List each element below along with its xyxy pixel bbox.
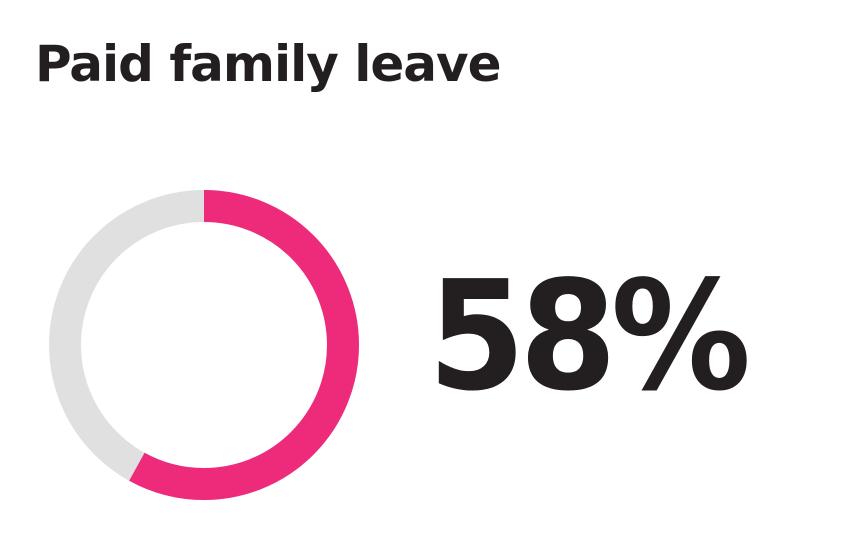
percentage-value: 58% [428, 249, 751, 426]
donut-chart [49, 190, 359, 500]
chart-title: Paid family leave [35, 35, 502, 93]
donut-value-arc [49, 190, 359, 500]
